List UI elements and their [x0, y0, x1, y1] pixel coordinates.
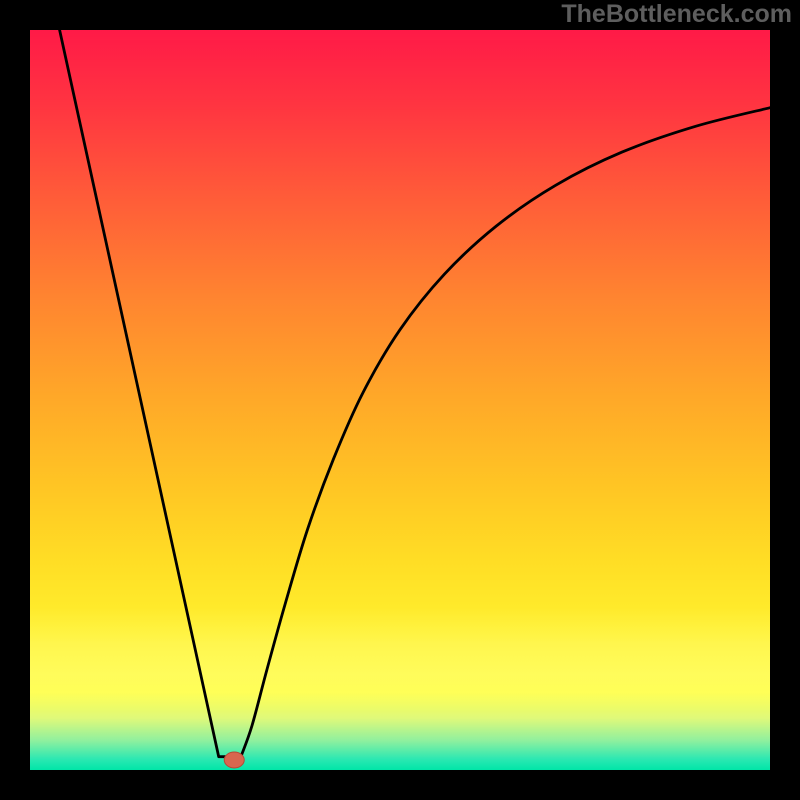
bottleneck-chart: TheBottleneck.com — [0, 0, 800, 800]
pale-band — [30, 607, 770, 711]
optimal-point-marker — [224, 752, 244, 768]
watermark-text: TheBottleneck.com — [561, 0, 792, 28]
chart-svg: TheBottleneck.com — [0, 0, 800, 800]
